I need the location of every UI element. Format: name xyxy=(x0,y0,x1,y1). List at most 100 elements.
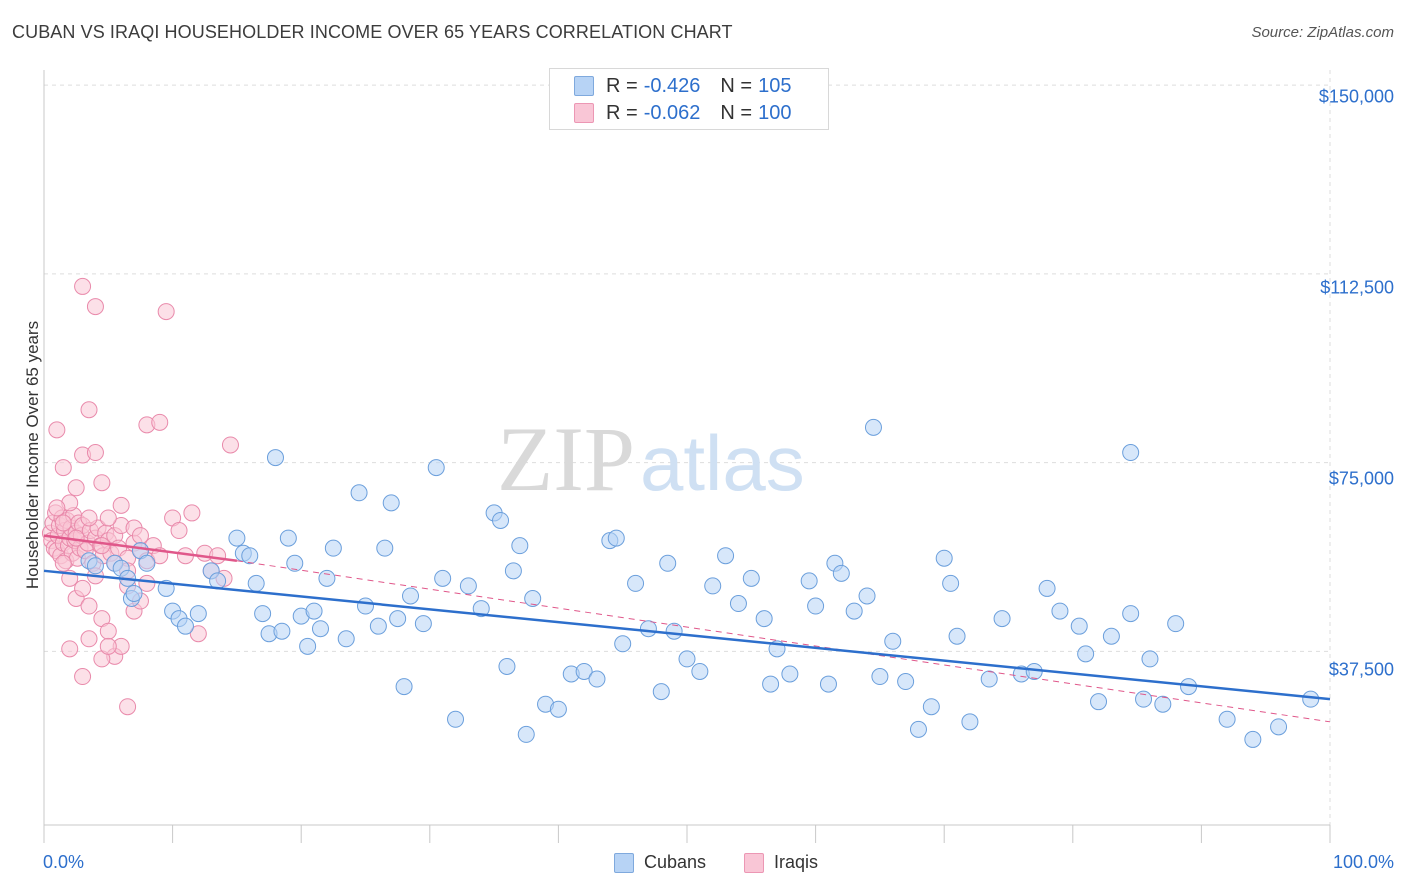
cubans-point xyxy=(176,617,194,635)
cubans-point xyxy=(434,569,452,587)
iraqis-trend-line xyxy=(43,534,238,562)
cubans-point xyxy=(942,574,960,592)
cubans-point xyxy=(897,673,915,691)
cubans-point xyxy=(1154,695,1172,713)
cubans-point xyxy=(819,675,837,693)
cubans-point xyxy=(1135,690,1153,708)
y-tick-label: $75,000 xyxy=(1328,468,1394,489)
iraqis-point xyxy=(74,579,92,597)
legend-row-iraqis: R = -0.062 N = 100 xyxy=(574,101,791,125)
cubans-point xyxy=(311,620,329,638)
cubans-point xyxy=(961,713,979,731)
watermark-atlas: atlas xyxy=(640,419,805,507)
cubans-point xyxy=(337,630,355,648)
source-credit: Source: ZipAtlas.com xyxy=(1251,24,1394,41)
cubans-point xyxy=(472,600,490,618)
cubans-point xyxy=(318,569,336,587)
x-tick-label-min: 0.0% xyxy=(43,852,85,872)
iraqis-point xyxy=(48,499,66,517)
cubans-point xyxy=(517,725,535,743)
cubans-point xyxy=(800,572,818,590)
cubans-point xyxy=(1090,693,1108,711)
iraqis-point xyxy=(99,622,117,640)
n-label: N = xyxy=(720,74,753,97)
legend-item-cubans[interactable]: Cubans xyxy=(614,852,706,873)
correlation-legend: R = -0.426 N = 105 R = -0.062 N = 100 xyxy=(549,68,829,130)
cubans-point xyxy=(993,610,1011,628)
cubans-point xyxy=(1141,650,1159,668)
cubans-point xyxy=(575,662,593,680)
cubans-point xyxy=(1038,579,1056,597)
cubans-point xyxy=(286,554,304,572)
iraqis-point xyxy=(131,527,149,545)
cubans-point xyxy=(549,700,567,718)
cubans-point xyxy=(639,620,657,638)
cubans-trend-line xyxy=(43,569,1331,701)
iraqis-point xyxy=(112,496,130,514)
cubans-point xyxy=(588,670,606,688)
cubans-point xyxy=(948,627,966,645)
iraqis-point xyxy=(67,479,85,497)
iraqis-point xyxy=(151,413,169,431)
iraqis-point xyxy=(170,522,188,540)
iraqis-swatch xyxy=(574,103,594,123)
cubans-point xyxy=(729,595,747,613)
iraqis-point xyxy=(221,436,239,454)
n-value: 105 xyxy=(758,74,792,97)
r-value: -0.062 xyxy=(643,101,701,124)
cubans-point xyxy=(492,511,510,529)
iraqis-point xyxy=(74,277,92,295)
cubans-point xyxy=(1102,627,1120,645)
cubans-point xyxy=(498,657,516,675)
watermark: ZIP atlas xyxy=(497,408,805,510)
iraqis-point xyxy=(119,698,137,716)
cubans-point xyxy=(864,418,882,436)
cubans-point xyxy=(447,710,465,728)
cubans-point xyxy=(1218,710,1236,728)
iraqis-point xyxy=(99,509,117,527)
cubans-point xyxy=(871,668,889,686)
cubans-point xyxy=(1122,444,1140,462)
cubans-point xyxy=(189,605,207,623)
cubans-point xyxy=(254,605,272,623)
cubans-point xyxy=(395,678,413,696)
cubans-point xyxy=(1167,615,1185,633)
cubans-point xyxy=(299,637,317,655)
cubans-point xyxy=(504,562,522,580)
iraqis-point xyxy=(61,640,79,658)
cubans-point xyxy=(350,484,368,502)
cubans-point xyxy=(704,577,722,595)
cubans-point xyxy=(858,587,876,605)
chart-title: CUBAN VS IRAQI HOUSEHOLDER INCOME OVER 6… xyxy=(12,22,733,42)
watermark-zip: ZIP xyxy=(497,408,635,510)
cubans-point xyxy=(1070,617,1088,635)
cubans-point xyxy=(884,632,902,650)
cubans-point xyxy=(389,610,407,628)
iraqis-point xyxy=(189,625,207,643)
cubans-point xyxy=(607,529,625,547)
cubans-point xyxy=(266,449,284,467)
legend-label-iraqis: Iraqis xyxy=(774,852,819,872)
cubans-point xyxy=(781,665,799,683)
cubans-point xyxy=(845,602,863,620)
cubans-point xyxy=(762,675,780,693)
iraqis-swatch xyxy=(744,852,764,873)
iraqis-point xyxy=(93,537,111,555)
cubans-point xyxy=(324,539,342,557)
iraqis-point xyxy=(74,668,92,686)
cubans-point xyxy=(1122,605,1140,623)
cubans-point xyxy=(742,569,760,587)
y-tick-label: $37,500 xyxy=(1328,659,1394,680)
iraqis-point xyxy=(54,459,72,477)
cubans-point xyxy=(247,574,265,592)
cubans-point xyxy=(678,650,696,668)
cubans-point xyxy=(922,698,940,716)
iraqis-point xyxy=(209,547,227,565)
legend-item-iraqis[interactable]: Iraqis xyxy=(744,852,818,873)
iraqis-point xyxy=(157,303,175,321)
y-tick-label: $150,000 xyxy=(1318,86,1394,107)
cubans-point xyxy=(279,529,297,547)
cubans-points xyxy=(80,418,1320,748)
cubans-point xyxy=(427,459,445,477)
